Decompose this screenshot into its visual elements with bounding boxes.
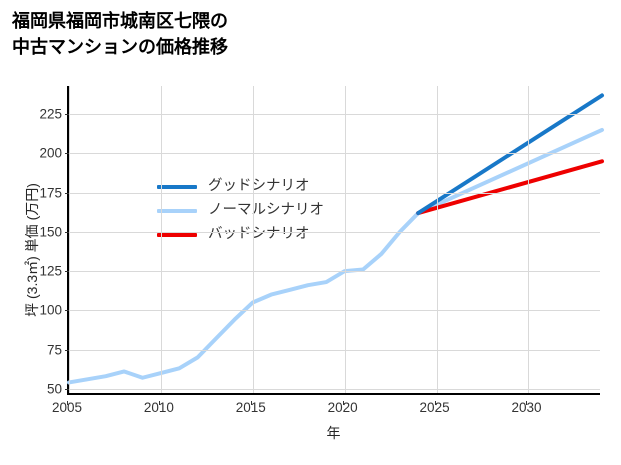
y-tick-mark [65,349,69,351]
gridline-horizontal [69,349,600,351]
x-tick-mark [342,401,344,405]
gridline-vertical [69,86,70,393]
x-tick-label: 2005 [51,400,83,415]
y-tick-mark [65,310,69,312]
legend-color-swatch [157,232,197,237]
x-tick-mark [158,401,160,405]
legend-item[interactable]: バッドシナリオ [157,226,324,243]
y-tick-label: 125 [39,263,62,279]
plot-area: グッドシナリオ ノーマルシナリオ バッドシナリオ [65,86,604,395]
y-tick-mark [65,153,69,155]
legend-label: グッドシナリオ [208,178,310,195]
gridline-vertical [252,86,254,393]
y-tick-label: 150 [39,224,62,240]
legend-color-swatch [157,208,197,213]
series-line [416,159,604,216]
y-tick-mark [65,192,69,194]
y-axis-tick-labels: 50 75 100 125 150 175 200 225 [6,86,62,395]
gridline-vertical [160,86,162,393]
gridline-horizontal [69,231,600,233]
y-tick-label: 75 [46,341,62,357]
x-axis-tick-labels: 2005 2010 2015 2020 2025 2030 [52,400,600,421]
gridline-vertical [528,86,530,393]
y-tick-label: 225 [39,106,62,122]
gridline-horizontal [69,114,600,116]
x-tick-mark [434,401,436,405]
gridline-horizontal [69,388,600,390]
legend-label: バッドシナリオ [208,226,310,243]
gridline-horizontal [69,153,600,155]
x-tick-label: 2020 [327,400,358,415]
gridline-vertical [344,86,346,393]
legend-label: ノーマルシナリオ [208,202,324,219]
y-tick-mark [65,114,69,116]
x-tick-label: 2025 [419,400,450,415]
gridline-horizontal [69,310,600,312]
series-line [67,127,604,385]
y-tick-label: 50 [46,380,62,396]
chart-title: 福岡県福岡市城南区七隈の 中古マンションの価格推移 [12,11,228,58]
legend-item[interactable]: ノーマルシナリオ [157,202,324,219]
x-axis-label: 年 [326,425,341,441]
gridline-vertical [436,86,438,393]
legend-item[interactable]: グッドシナリオ [157,178,324,195]
y-tick-label: 100 [39,302,62,318]
legend-color-swatch [157,184,197,189]
x-tick-mark [250,401,252,405]
y-tick-mark [65,271,69,273]
x-tick-label: 2015 [235,400,266,415]
y-tick-label: 200 [39,145,62,161]
x-tick-mark [526,401,528,405]
chart-legend: グッドシナリオ ノーマルシナリオ バッドシナリオ [157,178,324,243]
y-tick-mark [65,388,69,390]
x-tick-mark [67,401,68,405]
x-tick-label: 2030 [511,400,542,415]
y-tick-label: 175 [39,184,62,200]
x-tick-label: 2010 [143,400,174,415]
gridline-horizontal [69,192,600,194]
y-tick-mark [65,231,69,233]
gridline-horizontal [69,271,600,273]
y-axis-label: 坪 (3.3㎡) 単価 (万円) [24,183,40,317]
